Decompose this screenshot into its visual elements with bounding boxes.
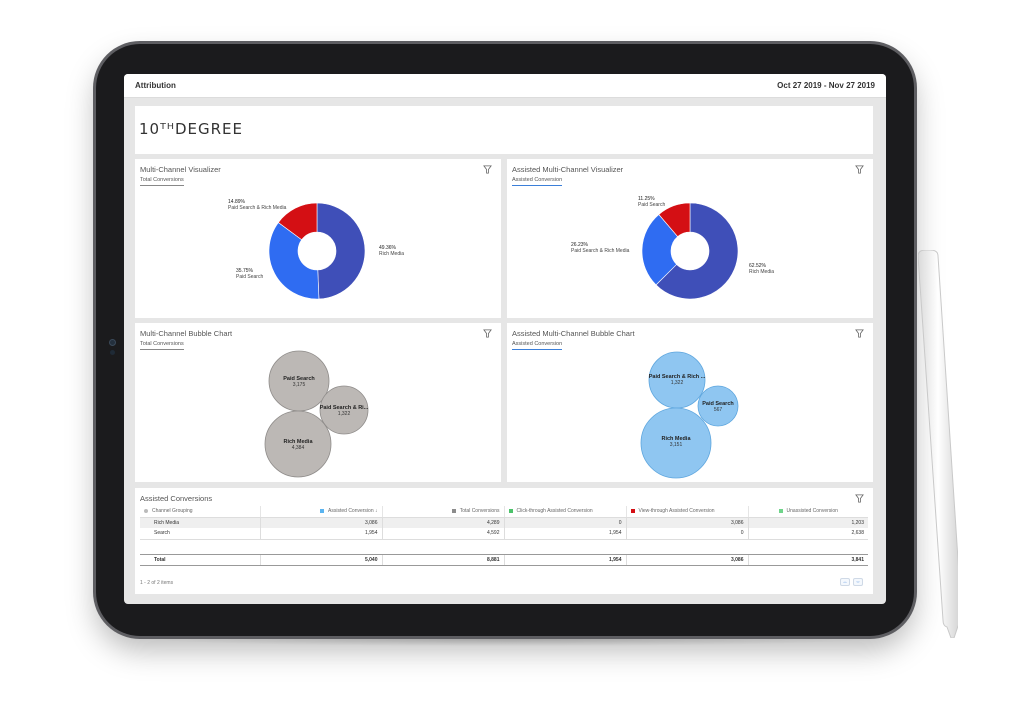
card-title: Multi-Channel Visualizer bbox=[140, 165, 221, 174]
amc-visualizer-card: Assisted Multi-Channel Visualizer Assist… bbox=[507, 159, 873, 318]
column-header[interactable]: Click-through Assisted Conversion bbox=[503, 506, 626, 518]
donut-slice[interactable] bbox=[641, 214, 679, 286]
donut-chart bbox=[268, 202, 366, 300]
logo-panel: 10ᵀᴴDEGREE bbox=[135, 106, 873, 154]
svg-text:Rich Media: Rich Media bbox=[283, 439, 313, 445]
bubble[interactable]: Rich Media 3,151 bbox=[640, 407, 712, 479]
filter-icon[interactable] bbox=[855, 494, 864, 503]
bubble[interactable]: Rich Media 4,384 bbox=[264, 410, 332, 478]
stylus-pencil bbox=[918, 250, 958, 638]
bubble[interactable]: Paid Search 3,175 bbox=[268, 350, 330, 412]
bubble-chart: Paid Search & Rich ... 1,322 Paid Search… bbox=[640, 351, 739, 479]
donut-slice[interactable] bbox=[655, 202, 739, 300]
slice-label: 62.52% Rich Media bbox=[749, 263, 775, 276]
column-header[interactable]: Unassisted Conversion bbox=[747, 506, 868, 518]
donut-slice[interactable] bbox=[658, 202, 691, 237]
amc-bubble-card: Assisted Multi-Channel Bubble Chart Assi… bbox=[507, 323, 873, 482]
slice-label: 35.75% Paid Search bbox=[236, 268, 264, 281]
slice-label: 26.23% Paid Search & Rich Media bbox=[571, 242, 630, 255]
camera-icon bbox=[110, 340, 115, 345]
svg-text:Paid Search: Paid Search bbox=[702, 401, 734, 407]
filter-icon[interactable] bbox=[855, 329, 864, 338]
svg-text:1,322: 1,322 bbox=[338, 411, 351, 417]
assisted-conversions-card: Assisted Conversions Channel Grouping As… bbox=[135, 488, 873, 594]
svg-text:Rich Media: Rich Media bbox=[661, 436, 691, 442]
date-range[interactable]: Oct 27 2019 - Nov 27 2019 bbox=[777, 81, 875, 90]
table-row[interactable]: Search 1,954 4,592 1,954 0 2,638 bbox=[140, 528, 868, 540]
table-row[interactable]: Rich Media 3,086 4,289 0 3,086 1,203 bbox=[140, 517, 868, 528]
card-subtitle: Assisted Conversion bbox=[512, 177, 563, 186]
svg-text:Paid Search: Paid Search bbox=[283, 376, 315, 382]
company-logo: 10ᵀᴴDEGREE bbox=[139, 120, 243, 138]
slice-label: 11.25% Paid Search bbox=[638, 196, 666, 209]
table-total-row: Total 5,040 8,881 1,954 3,086 3,841 bbox=[140, 553, 868, 566]
card-subtitle: Assisted Conversion bbox=[512, 341, 563, 350]
donut-chart bbox=[641, 202, 739, 300]
card-title: Assisted Multi-Channel Visualizer bbox=[512, 165, 624, 174]
filter-icon[interactable] bbox=[483, 329, 492, 338]
filter-icon[interactable] bbox=[855, 165, 864, 174]
svg-text:3,175: 3,175 bbox=[293, 382, 306, 388]
sort-desc-icon: ↓ bbox=[375, 508, 378, 515]
mc-visualizer-card: Multi-Channel Visualizer Total Conversio… bbox=[135, 159, 501, 318]
svg-text:4,384: 4,384 bbox=[292, 445, 305, 451]
conversions-table: Channel Grouping Assisted Conversion ↓ T… bbox=[140, 506, 868, 566]
page-title: Attribution bbox=[135, 81, 176, 90]
bubble[interactable]: Paid Search & Rich ... 1,322 bbox=[648, 351, 706, 409]
card-title: Multi-Channel Bubble Chart bbox=[140, 329, 233, 338]
fit-columns-icon[interactable]: ↔ bbox=[840, 578, 850, 586]
top-bar: Attribution Oct 27 2019 - Nov 27 2019 bbox=[124, 74, 886, 98]
svg-text:567: 567 bbox=[714, 407, 723, 413]
svg-text:3,151: 3,151 bbox=[670, 442, 683, 448]
card-subtitle: Total Conversions bbox=[140, 341, 184, 350]
donut-slice[interactable] bbox=[268, 222, 320, 300]
table-spacer bbox=[140, 539, 868, 554]
column-header[interactable]: Total Conversions bbox=[381, 506, 504, 518]
card-subtitle: Total Conversions bbox=[140, 177, 184, 186]
column-header[interactable]: Assisted Conversion ↓ bbox=[259, 506, 382, 518]
bubble[interactable]: Paid Search 567 bbox=[697, 385, 739, 427]
donut-slice[interactable] bbox=[277, 202, 318, 241]
table-header: Channel Grouping Assisted Conversion ↓ T… bbox=[140, 506, 868, 518]
pager-info: 1 - 2 of 2 items bbox=[140, 580, 174, 586]
filter-icon[interactable] bbox=[483, 165, 492, 174]
slice-label: 14.89% Paid Search & Rich Media bbox=[228, 199, 287, 212]
slice-label: 49.36% Rich Media bbox=[379, 245, 405, 258]
card-title: Assisted Multi-Channel Bubble Chart bbox=[512, 329, 635, 338]
column-header[interactable]: View-through Assisted Conversion bbox=[625, 506, 748, 518]
mc-bubble-card: Multi-Channel Bubble Chart Total Convers… bbox=[135, 323, 501, 482]
column-header[interactable]: Channel Grouping bbox=[140, 506, 260, 518]
bubble-chart: Paid Search 3,175 Paid Search & Ri... 1,… bbox=[264, 350, 369, 478]
svg-text:Paid Search & Ri...: Paid Search & Ri... bbox=[320, 405, 369, 411]
svg-text:Paid Search & Rich ...: Paid Search & Rich ... bbox=[649, 374, 706, 380]
svg-text:1,322: 1,322 bbox=[671, 380, 684, 386]
bubble[interactable]: Paid Search & Ri... 1,322 bbox=[319, 385, 369, 435]
card-title: Assisted Conversions bbox=[140, 494, 213, 503]
sensor-icon bbox=[110, 350, 115, 355]
app-screen: Attribution Oct 27 2019 - Nov 27 2019 10… bbox=[124, 74, 886, 604]
donut-slice[interactable] bbox=[316, 202, 366, 300]
expand-columns-icon[interactable]: ⇔ bbox=[853, 578, 863, 586]
